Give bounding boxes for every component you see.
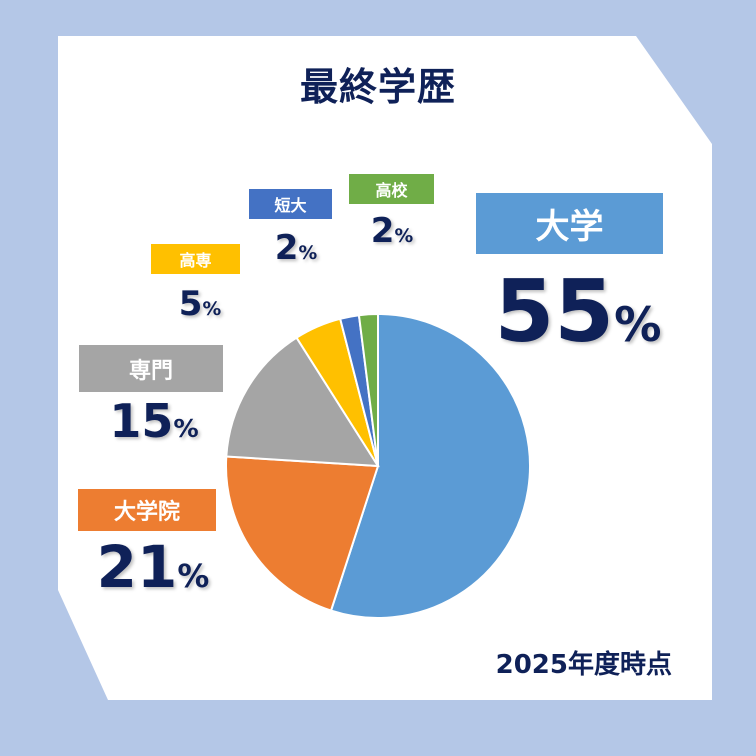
label-senmon: 専門 [79, 345, 223, 392]
label-koko: 高校 [349, 174, 434, 204]
chart-title: 最終学歴 [299, 65, 456, 109]
pie-slice-0 [329, 312, 531, 619]
value-kosen: 5% [178, 284, 222, 324]
label-kosen: 高専 [151, 244, 240, 274]
label-daigakuin: 大学院 [78, 489, 216, 531]
pie-slice-5 [357, 312, 379, 467]
value-senmon: 15% [109, 394, 199, 448]
pie-slice-1 [225, 455, 380, 612]
as-of-date: 2025年度時点 [495, 650, 672, 680]
value-daigakuin: 21% [96, 533, 210, 601]
value-koko: 2% [370, 211, 414, 251]
label-tandai: 短大 [249, 189, 332, 219]
label-daigaku: 大学 [476, 193, 663, 254]
value-tandai: 2% [274, 228, 318, 268]
pie-slice-2 [225, 336, 380, 468]
value-daigaku: 55% [494, 262, 662, 362]
